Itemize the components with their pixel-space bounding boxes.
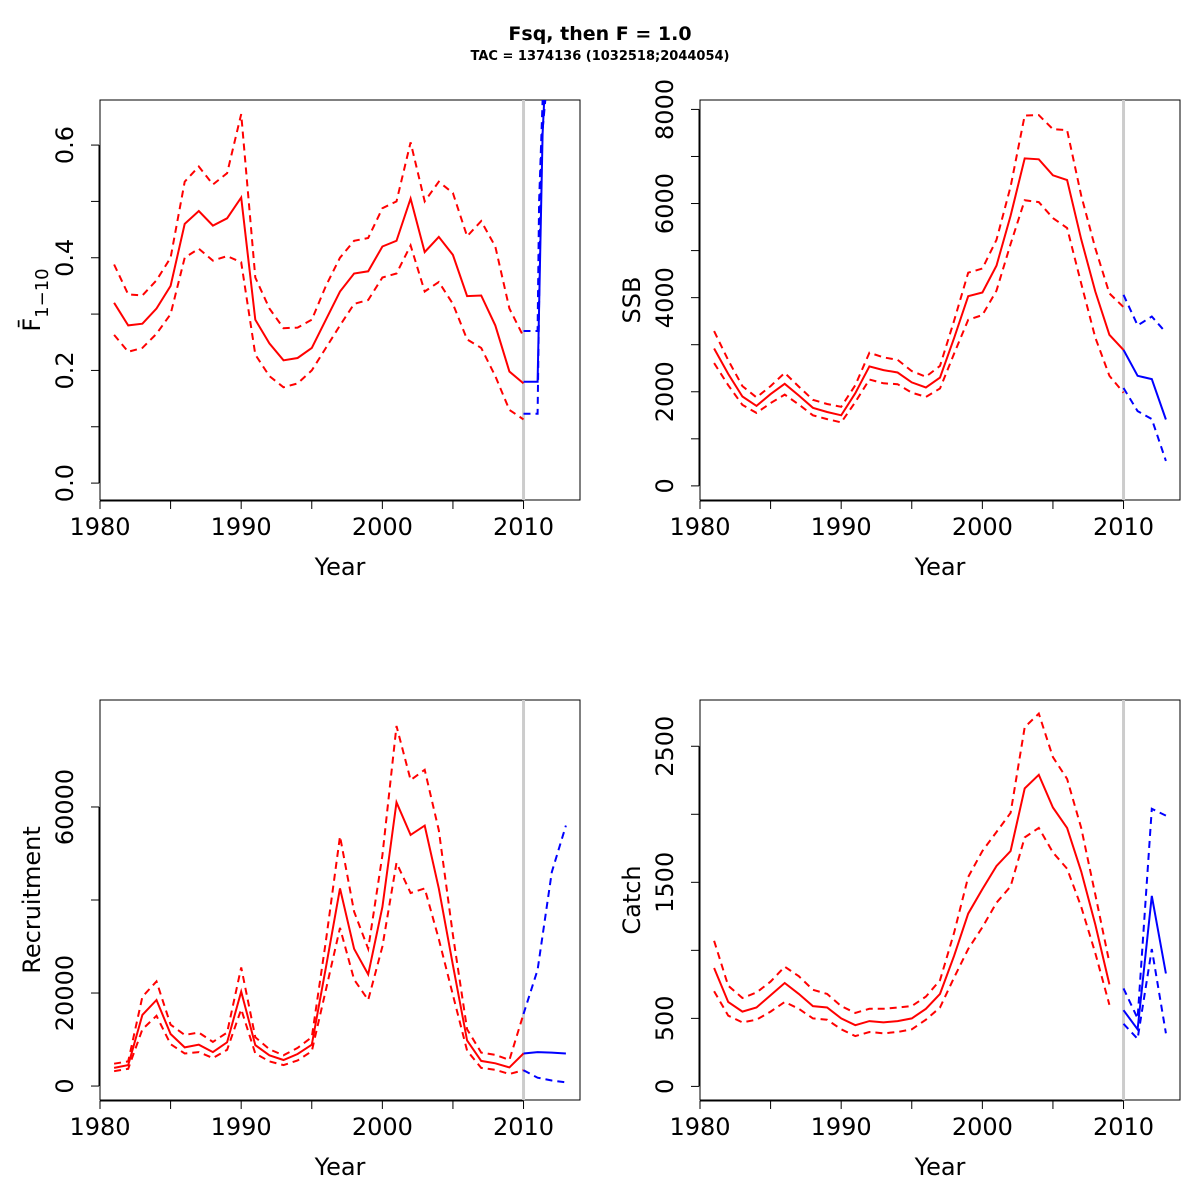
recruitment-y-tick-label: 20000 <box>51 955 79 1031</box>
figure-title: Fsq, then F = 1.0 <box>508 23 691 45</box>
ssb-x-axis-label: Year <box>914 553 966 581</box>
catch-series-projection-solid-3 <box>1122 895 1167 1032</box>
ssb-series-projection-dashed-4 <box>1122 294 1167 334</box>
fbar-plot-box <box>99 99 581 501</box>
catch-y-tick-label: 1500 <box>651 852 679 913</box>
fbar-y-axis-label: F̄1−10 <box>17 268 53 331</box>
catch-y-axis-label: Catch <box>618 865 646 934</box>
ssb-plot-box <box>699 99 1181 501</box>
fbar-series-historic-dashed-1 <box>113 113 525 338</box>
catch-series-historic-dashed-1 <box>713 711 1111 1014</box>
fbar-series-historic-dashed-2 <box>113 242 525 421</box>
catch-series-historic-dashed-2 <box>713 826 1111 1038</box>
fbar-x-axis-label: Year <box>314 553 366 581</box>
ssb-series-projection-solid-3 <box>1122 349 1167 420</box>
panel-fbar: 1980 1990 2000 2010 Year 0.0 0.2 0.4 0.6 F̄1−10 <box>17 99 581 581</box>
recruitment-series-projection-dashed-4 <box>522 825 567 1015</box>
ssb-series-historic-dashed-1 <box>713 114 1125 408</box>
fbar-y-tick-label: 0.6 <box>51 126 79 164</box>
recruitment-x-axis-label: Year <box>314 1153 366 1181</box>
catch-series-projection-dashed-4 <box>1122 807 1167 1023</box>
catch-y-tick-label: 0 <box>651 1079 679 1094</box>
ssb-x-tick-label: 1990 <box>811 513 872 541</box>
ssb-y-tick-label: 6000 <box>651 173 679 234</box>
ssb-y-tick-label: 0 <box>651 478 679 493</box>
ssb-x-tick-label: 2010 <box>1093 513 1154 541</box>
fbar-x-tick-label: 1980 <box>69 513 130 541</box>
recruitment-y-tick-label: 60000 <box>51 769 79 845</box>
panel-ssb: 1980 1990 2000 2010 Year 0 2000 4000 6000 8000 SSB <box>618 79 1181 581</box>
catch-plot-box <box>699 699 1181 1101</box>
recruitment-series-historic-dashed-1 <box>113 725 525 1065</box>
fbar-x-tick-label: 1990 <box>211 513 272 541</box>
ssb-y-axis-label: SSB <box>618 277 646 324</box>
fbar-y-tick-label: 0.4 <box>51 239 79 277</box>
ssb-y-tick-label: 8000 <box>651 79 679 140</box>
fbar-x-tick-label: 2000 <box>352 513 413 541</box>
panel-catch: 1980 1990 2000 2010 Year 0 500 1500 2500 Catch <box>618 699 1181 1181</box>
recruitment-x-tick-label: 2010 <box>493 1113 554 1141</box>
catch-x-tick-label: 2000 <box>952 1113 1013 1141</box>
fbar-series-projection-dashed-5 <box>523 100 547 415</box>
ssb-series-projection-dashed-5 <box>1122 387 1167 462</box>
catch-series-historic-solid-0 <box>713 773 1111 1027</box>
catch-x-tick-label: 1980 <box>669 1113 730 1141</box>
ssb-series-historic-dashed-2 <box>713 199 1125 424</box>
recruitment-series-projection-solid-3 <box>523 1051 566 1055</box>
recruitment-y-axis-label: Recruitment <box>18 826 46 973</box>
fbar-y-tick-label: 0.2 <box>51 351 79 389</box>
recruitment-x-tick-label: 2000 <box>352 1113 413 1141</box>
catch-y-tick-label: 2500 <box>651 716 679 777</box>
ssb-y-tick-label: 4000 <box>651 267 679 328</box>
catch-x-tick-label: 2010 <box>1093 1113 1154 1141</box>
fbar-series-projection-dashed-4 <box>523 100 544 332</box>
recruitment-x-tick-label: 1990 <box>211 1113 272 1141</box>
ssb-series-historic-solid-0 <box>713 157 1125 417</box>
ssb-y-tick-label: 2000 <box>651 361 679 422</box>
figure-subtitle: TAC = 1374136 (1032518;2044054) <box>471 49 730 64</box>
catch-series-projection-dashed-5 <box>1122 948 1167 1041</box>
fbar-series-historic-solid-0 <box>113 194 525 385</box>
catch-x-tick-label: 1990 <box>811 1113 872 1141</box>
recruitment-series-historic-solid-0 <box>113 798 525 1069</box>
fbar-y-tick-label: 0.0 <box>51 464 79 502</box>
recruitment-series-projection-dashed-5 <box>523 1069 567 1084</box>
recruitment-x-tick-label: 1980 <box>69 1113 130 1141</box>
ssb-x-tick-label: 1980 <box>669 513 730 541</box>
recruitment-plot-box <box>99 699 581 1101</box>
ssb-x-tick-label: 2000 <box>952 513 1013 541</box>
recruitment-series-historic-dashed-2 <box>113 859 524 1076</box>
catch-x-axis-label: Year <box>914 1153 966 1181</box>
panel-recruitment: 1980 1990 2000 2010 Year 0 20000 60000Recruitme… <box>18 699 581 1181</box>
catch-y-tick-label: 500 <box>651 995 679 1041</box>
recruitment-y-tick-label: 0 <box>51 1078 79 1093</box>
fbar-x-tick-label: 2010 <box>493 513 554 541</box>
fbar-series-projection-solid-3 <box>523 100 546 383</box>
